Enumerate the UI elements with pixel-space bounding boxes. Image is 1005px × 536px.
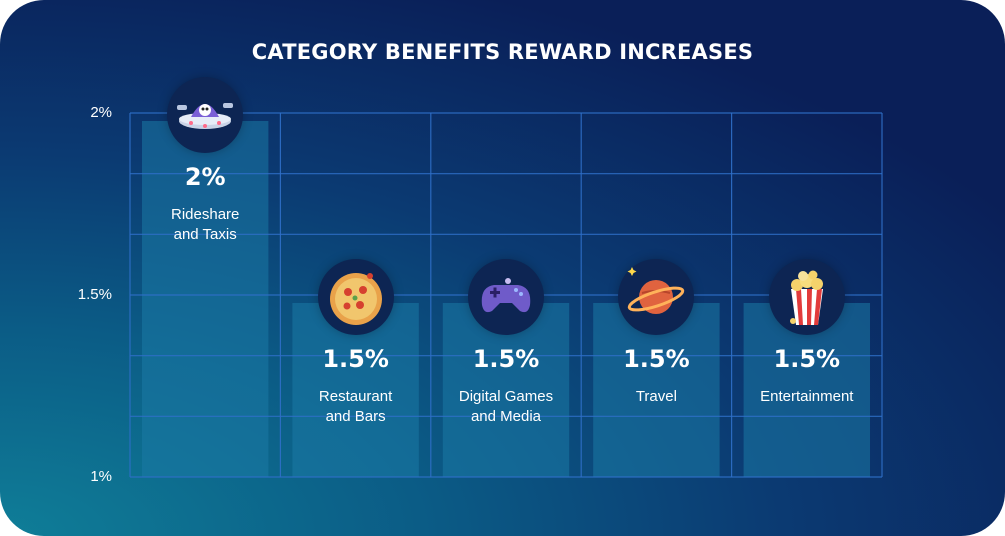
y-tick-label: 2%: [90, 104, 112, 121]
category-label: Restaurant and Bars: [318, 388, 393, 425]
gamepad-icon: [468, 259, 544, 335]
y-tick-label: 1%: [90, 468, 112, 485]
value-label: 1.5%: [623, 345, 690, 373]
ufo-icon: [167, 77, 244, 153]
category-label: Digital Games and Media: [458, 388, 554, 425]
bar: [142, 121, 269, 477]
pizza-icon: [317, 259, 394, 335]
value-label: 1.5%: [773, 345, 841, 373]
category-label: Entertainment: [760, 388, 854, 405]
value-label: 1.5%: [322, 345, 389, 373]
category-label: Rideshare and Taxis: [171, 206, 240, 243]
popcorn-icon: [768, 259, 845, 335]
y-tick-label: 1.5%: [77, 286, 112, 303]
category-label: Travel: [635, 388, 677, 405]
value-label: 2%: [184, 163, 226, 191]
planet-icon: [618, 259, 695, 335]
grid: [129, 112, 883, 478]
value-label: 1.5%: [472, 345, 540, 373]
chart-title: CATEGORY BENEFITS REWARD INCREASES: [251, 40, 754, 64]
